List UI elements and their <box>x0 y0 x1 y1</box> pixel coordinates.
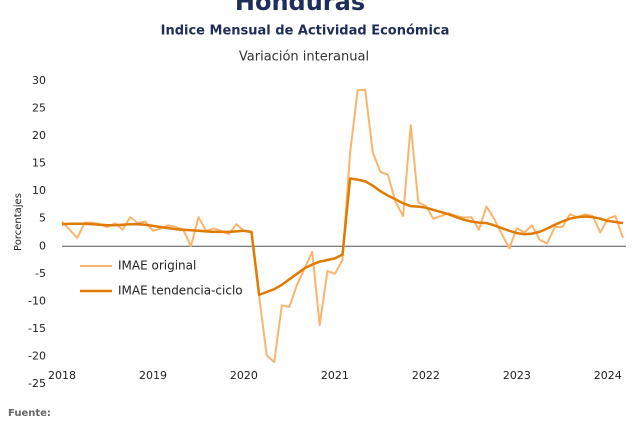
y-tick-label: 30 <box>32 74 46 87</box>
y-tick-label: -20 <box>28 349 46 362</box>
y-tick-label: -15 <box>28 322 46 335</box>
y-tick-label: 20 <box>32 129 46 142</box>
y-tick-label: 10 <box>32 184 46 197</box>
y-tick-label: -5 <box>35 267 46 280</box>
y-tick-label: 15 <box>32 157 46 170</box>
series-line <box>61 88 624 363</box>
x-tick-label: 2020 <box>230 369 258 382</box>
chart-subtitle: Indice Mensual de Actividad Económica <box>161 24 450 39</box>
chart-subtitle: Variación interanual <box>239 50 369 65</box>
x-tick-label: 2018 <box>48 369 76 382</box>
legend-label: IMAE original <box>118 259 196 273</box>
y-tick-label: -25 <box>28 377 46 390</box>
y-tick-label: -10 <box>28 294 46 307</box>
x-tick-label: 2021 <box>321 369 349 382</box>
y-tick-label: 25 <box>32 102 46 115</box>
y-tick-label: 0 <box>39 239 46 252</box>
source: Fuente: <box>8 408 51 419</box>
x-tick-label: 2019 <box>139 369 167 382</box>
x-tick-label: 2024 <box>594 369 622 382</box>
x-tick-label: 2022 <box>412 369 440 382</box>
y-axis-label: Porcentajes <box>13 193 24 251</box>
legend-label: IMAE tendencia-ciclo <box>118 284 243 298</box>
y-tick-label: 5 <box>39 212 46 225</box>
x-tick-label: 2023 <box>503 369 531 382</box>
series-line <box>61 177 624 297</box>
chart-title: Honduras <box>235 0 365 16</box>
